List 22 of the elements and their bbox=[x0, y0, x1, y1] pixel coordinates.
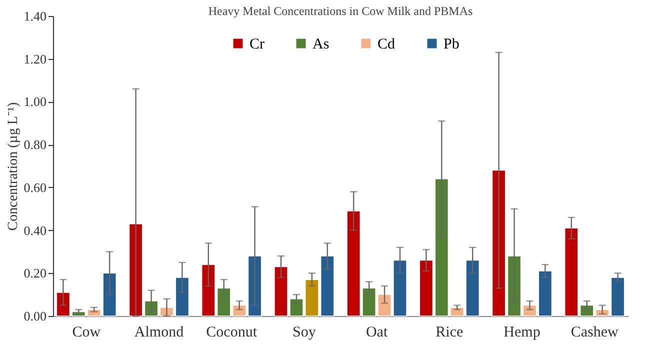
legend-label: As bbox=[312, 36, 330, 53]
x-tick-label: Oat bbox=[366, 324, 388, 340]
x-tick-label: Cashew bbox=[570, 324, 619, 340]
chart-title: Heavy Metal Concentrations in Cow Milk and PBMAs bbox=[208, 4, 473, 18]
legend-label: Pb bbox=[444, 36, 460, 53]
y-tick-label: 0.40 bbox=[24, 222, 46, 238]
y-tick-label: 0.00 bbox=[24, 308, 46, 324]
x-tick-label: Almond bbox=[134, 324, 184, 340]
y-tick-label: 1.40 bbox=[24, 8, 46, 24]
x-tick-label: Cow bbox=[72, 324, 101, 340]
y-tick-label: 0.80 bbox=[24, 137, 46, 152]
x-tick-label: Soy bbox=[292, 324, 316, 340]
x-tick-label: Coconut bbox=[206, 324, 258, 340]
x-tick-label: Rice bbox=[436, 324, 464, 340]
y-tick-label: 0.60 bbox=[24, 180, 46, 195]
y-tick-label: 1.00 bbox=[24, 94, 46, 110]
legend-label: Cr bbox=[250, 36, 265, 53]
y-tick-label: 1.20 bbox=[24, 51, 46, 66]
x-tick-label: Hemp bbox=[504, 324, 540, 340]
y-tick-label: 0.20 bbox=[24, 266, 46, 281]
y-axis-title: Concentration (µg L⁻¹) bbox=[6, 102, 21, 231]
legend-label: Cd bbox=[378, 36, 396, 53]
